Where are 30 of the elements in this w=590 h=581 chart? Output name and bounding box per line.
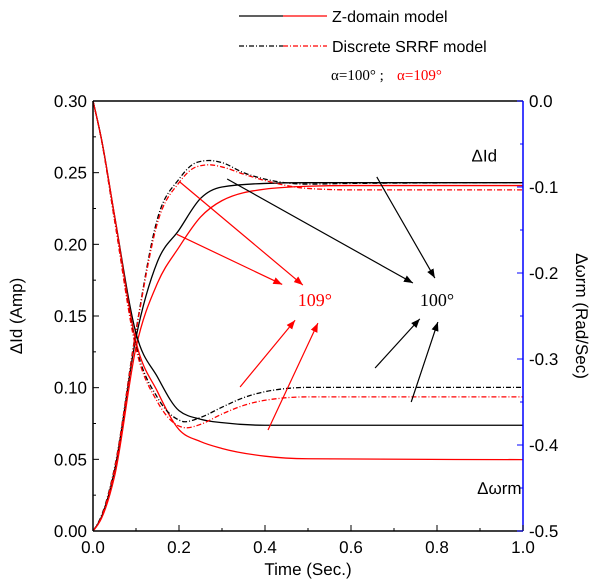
legend-label: Discrete SRRF model (332, 39, 487, 56)
x-tick-label: 0.6 (339, 538, 363, 557)
y-axis-title: ΔId (Amp) (7, 278, 26, 354)
annotation: 100° (420, 290, 454, 310)
x-tick-label: 0.0 (81, 538, 105, 557)
y-tick-label: 0.00 (54, 522, 87, 541)
y-tick-label: 0.20 (54, 235, 87, 254)
y-tick-label: 0.15 (54, 307, 87, 326)
annotation: ΔId (472, 146, 498, 166)
y2-tick-label: -0.1 (529, 178, 558, 197)
y2-tick-label: -0.4 (529, 436, 558, 455)
text: α=109° (397, 68, 442, 84)
y2-tick-label: -0.2 (529, 264, 558, 283)
x-tick-label: 0.4 (253, 538, 277, 557)
x-tick-label: 1.0 (511, 538, 535, 557)
y2-tick-label: -0.5 (529, 522, 558, 541)
y2-tick-label: -0.3 (529, 350, 558, 369)
y-tick-label: 0.10 (54, 378, 87, 398)
x-tick-label: 0.2 (167, 538, 191, 557)
annotation: Δωrm (477, 479, 522, 498)
legend-label: Z-domain model (332, 9, 448, 26)
y2-axis-title: Δωrm (Rad/Sec) (572, 253, 590, 379)
x-axis-title: Time (Sec.) (264, 560, 352, 579)
x-tick-label: 0.8 (425, 538, 449, 557)
y-tick-label: 0.25 (54, 164, 87, 183)
y-tick-label: 0.30 (54, 92, 87, 111)
text: α=100° ; (331, 68, 384, 84)
y-tick-label: 0.05 (54, 450, 87, 470)
annotation: 109° (298, 290, 332, 310)
y2-tick-label: 0.0 (529, 92, 553, 111)
